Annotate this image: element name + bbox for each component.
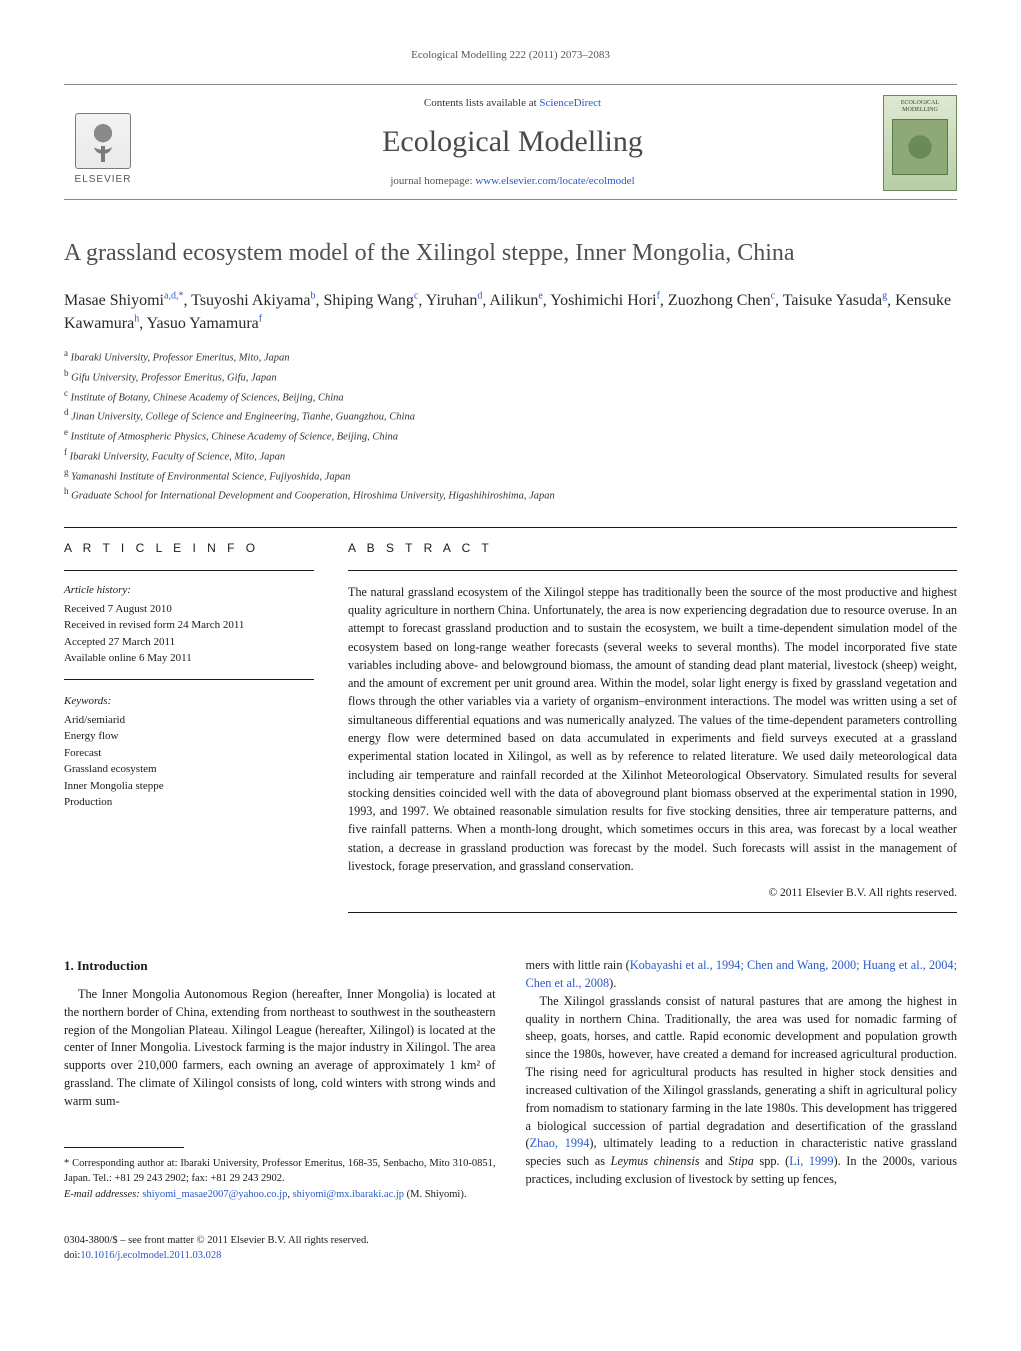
affiliation-item: b Gifu University, Professor Emeritus, G… (64, 367, 957, 387)
abstract-rule-bottom (348, 912, 957, 913)
keyword-item: Forecast (64, 745, 314, 762)
abstract-text: The natural grassland ecosystem of the X… (348, 583, 957, 876)
intro-p3-d: spp. ( (754, 1154, 789, 1168)
abstract-rule (348, 570, 957, 571)
email-link-2[interactable]: shiyomi@mx.ibaraki.ac.jp (293, 1189, 404, 1200)
keywords-block: Arid/semiaridEnergy flowForecastGrasslan… (64, 712, 314, 811)
email-note: E-mail addresses: shiyomi_masae2007@yaho… (64, 1187, 496, 1203)
footnote-rule (64, 1147, 184, 1148)
intro-para-1: The Inner Mongolia Autonomous Region (he… (64, 986, 496, 1111)
history-line: Received 7 August 2010 (64, 601, 314, 618)
journal-cover-thumb: ECOLOGICAL MODELLING (883, 95, 957, 191)
affiliation-item: f Ibaraki University, Faculty of Science… (64, 446, 957, 466)
cover-image-icon (892, 119, 948, 175)
affiliation-list: a Ibaraki University, Professor Emeritus… (64, 347, 957, 505)
keyword-item: Arid/semiarid (64, 712, 314, 729)
email-link-1[interactable]: shiyomi_masae2007@yahoo.co.jp (142, 1189, 287, 1200)
page-bottom: 0304-3800/$ – see front matter © 2011 El… (64, 1233, 957, 1263)
publisher-logo: ELSEVIER (64, 98, 142, 188)
article-info-heading: A R T I C L E I N F O (64, 540, 314, 557)
masthead-center: Contents lists available at ScienceDirec… (164, 96, 861, 189)
affiliation-item: g Yamanashi Institute of Environmental S… (64, 466, 957, 486)
keywords-label: Keywords: (64, 694, 314, 710)
running-head: Ecological Modelling 222 (2011) 2073–208… (64, 48, 957, 64)
corresponding-author-note: * Corresponding author at: Ibaraki Unive… (64, 1156, 496, 1188)
intro-p3-c: and (700, 1154, 729, 1168)
keyword-item: Grassland ecosystem (64, 761, 314, 778)
contents-line: Contents lists available at ScienceDirec… (164, 96, 861, 112)
history-line: Accepted 27 March 2011 (64, 634, 314, 651)
journal-title: Ecological Modelling (164, 120, 861, 164)
info-rule (64, 570, 314, 571)
publisher-name: ELSEVIER (75, 173, 132, 188)
homepage-prefix: journal homepage: (390, 175, 475, 187)
history-line: Received in revised form 24 March 2011 (64, 617, 314, 634)
history-line: Available online 6 May 2011 (64, 650, 314, 667)
author-list: Masae Shiyomia,d,*, Tsuyoshi Akiyamab, S… (64, 289, 957, 335)
citation-link-zhao[interactable]: Zhao, 1994 (530, 1136, 590, 1150)
doi-link[interactable]: 10.1016/j.ecolmodel.2011.03.028 (80, 1250, 221, 1261)
front-matter-line: 0304-3800/$ – see front matter © 2011 El… (64, 1233, 369, 1248)
elsevier-tree-icon (75, 113, 131, 169)
history-label: Article history: (64, 583, 314, 599)
email-tail: (M. Shiyomi). (404, 1189, 466, 1200)
doi-prefix: doi: (64, 1250, 80, 1261)
affiliation-item: d Jinan University, College of Science a… (64, 406, 957, 426)
citation-link-li[interactable]: Li, 1999 (789, 1154, 833, 1168)
intro-p2-post: ). (609, 976, 616, 990)
history-block: Received 7 August 2010Received in revise… (64, 601, 314, 667)
keyword-item: Production (64, 794, 314, 811)
contents-prefix: Contents lists available at (424, 97, 539, 109)
affiliation-item: h Graduate School for International Deve… (64, 485, 957, 505)
doi-line: doi:10.1016/j.ecolmodel.2011.03.028 (64, 1248, 369, 1263)
cover-title: ECOLOGICAL MODELLING (888, 100, 952, 113)
species-leymus: Leymus chinensis (611, 1154, 700, 1168)
section-rule-top (64, 527, 957, 528)
article-info-column: A R T I C L E I N F O Article history: R… (64, 540, 314, 925)
affiliation-item: c Institute of Botany, Chinese Academy o… (64, 387, 957, 407)
keyword-item: Energy flow (64, 728, 314, 745)
intro-para-2-cont: mers with little rain (Kobayashi et al.,… (526, 957, 958, 993)
section-heading-intro: 1. Introduction (64, 957, 496, 976)
front-matter-block: 0304-3800/$ – see front matter © 2011 El… (64, 1233, 369, 1263)
affiliation-item: a Ibaraki University, Professor Emeritus… (64, 347, 957, 367)
species-stipa: Stipa (729, 1154, 754, 1168)
intro-para-3: The Xilingol grasslands consist of natur… (526, 993, 958, 1189)
sciencedirect-link[interactable]: ScienceDirect (539, 97, 601, 109)
journal-homepage-link[interactable]: www.elsevier.com/locate/ecolmodel (475, 175, 634, 187)
footnotes: * Corresponding author at: Ibaraki Unive… (64, 1156, 496, 1203)
email-label: E-mail addresses: (64, 1189, 142, 1200)
affiliation-item: e Institute of Atmospheric Physics, Chin… (64, 426, 957, 446)
abstract-copyright: © 2011 Elsevier B.V. All rights reserved… (348, 885, 957, 902)
keyword-item: Inner Mongolia steppe (64, 778, 314, 795)
journal-homepage-line: journal homepage: www.elsevier.com/locat… (164, 174, 861, 190)
journal-masthead: ELSEVIER Contents lists available at Sci… (64, 84, 957, 200)
abstract-heading: A B S T R A C T (348, 540, 957, 557)
info-rule-2 (64, 679, 314, 680)
intro-p2-pre: mers with little rain ( (526, 958, 630, 972)
abstract-column: A B S T R A C T The natural grassland ec… (348, 540, 957, 925)
intro-p3-a: The Xilingol grasslands consist of natur… (526, 994, 958, 1151)
article-title: A grassland ecosystem model of the Xilin… (64, 236, 957, 271)
body-text: 1. Introduction The Inner Mongolia Auton… (64, 957, 957, 1203)
